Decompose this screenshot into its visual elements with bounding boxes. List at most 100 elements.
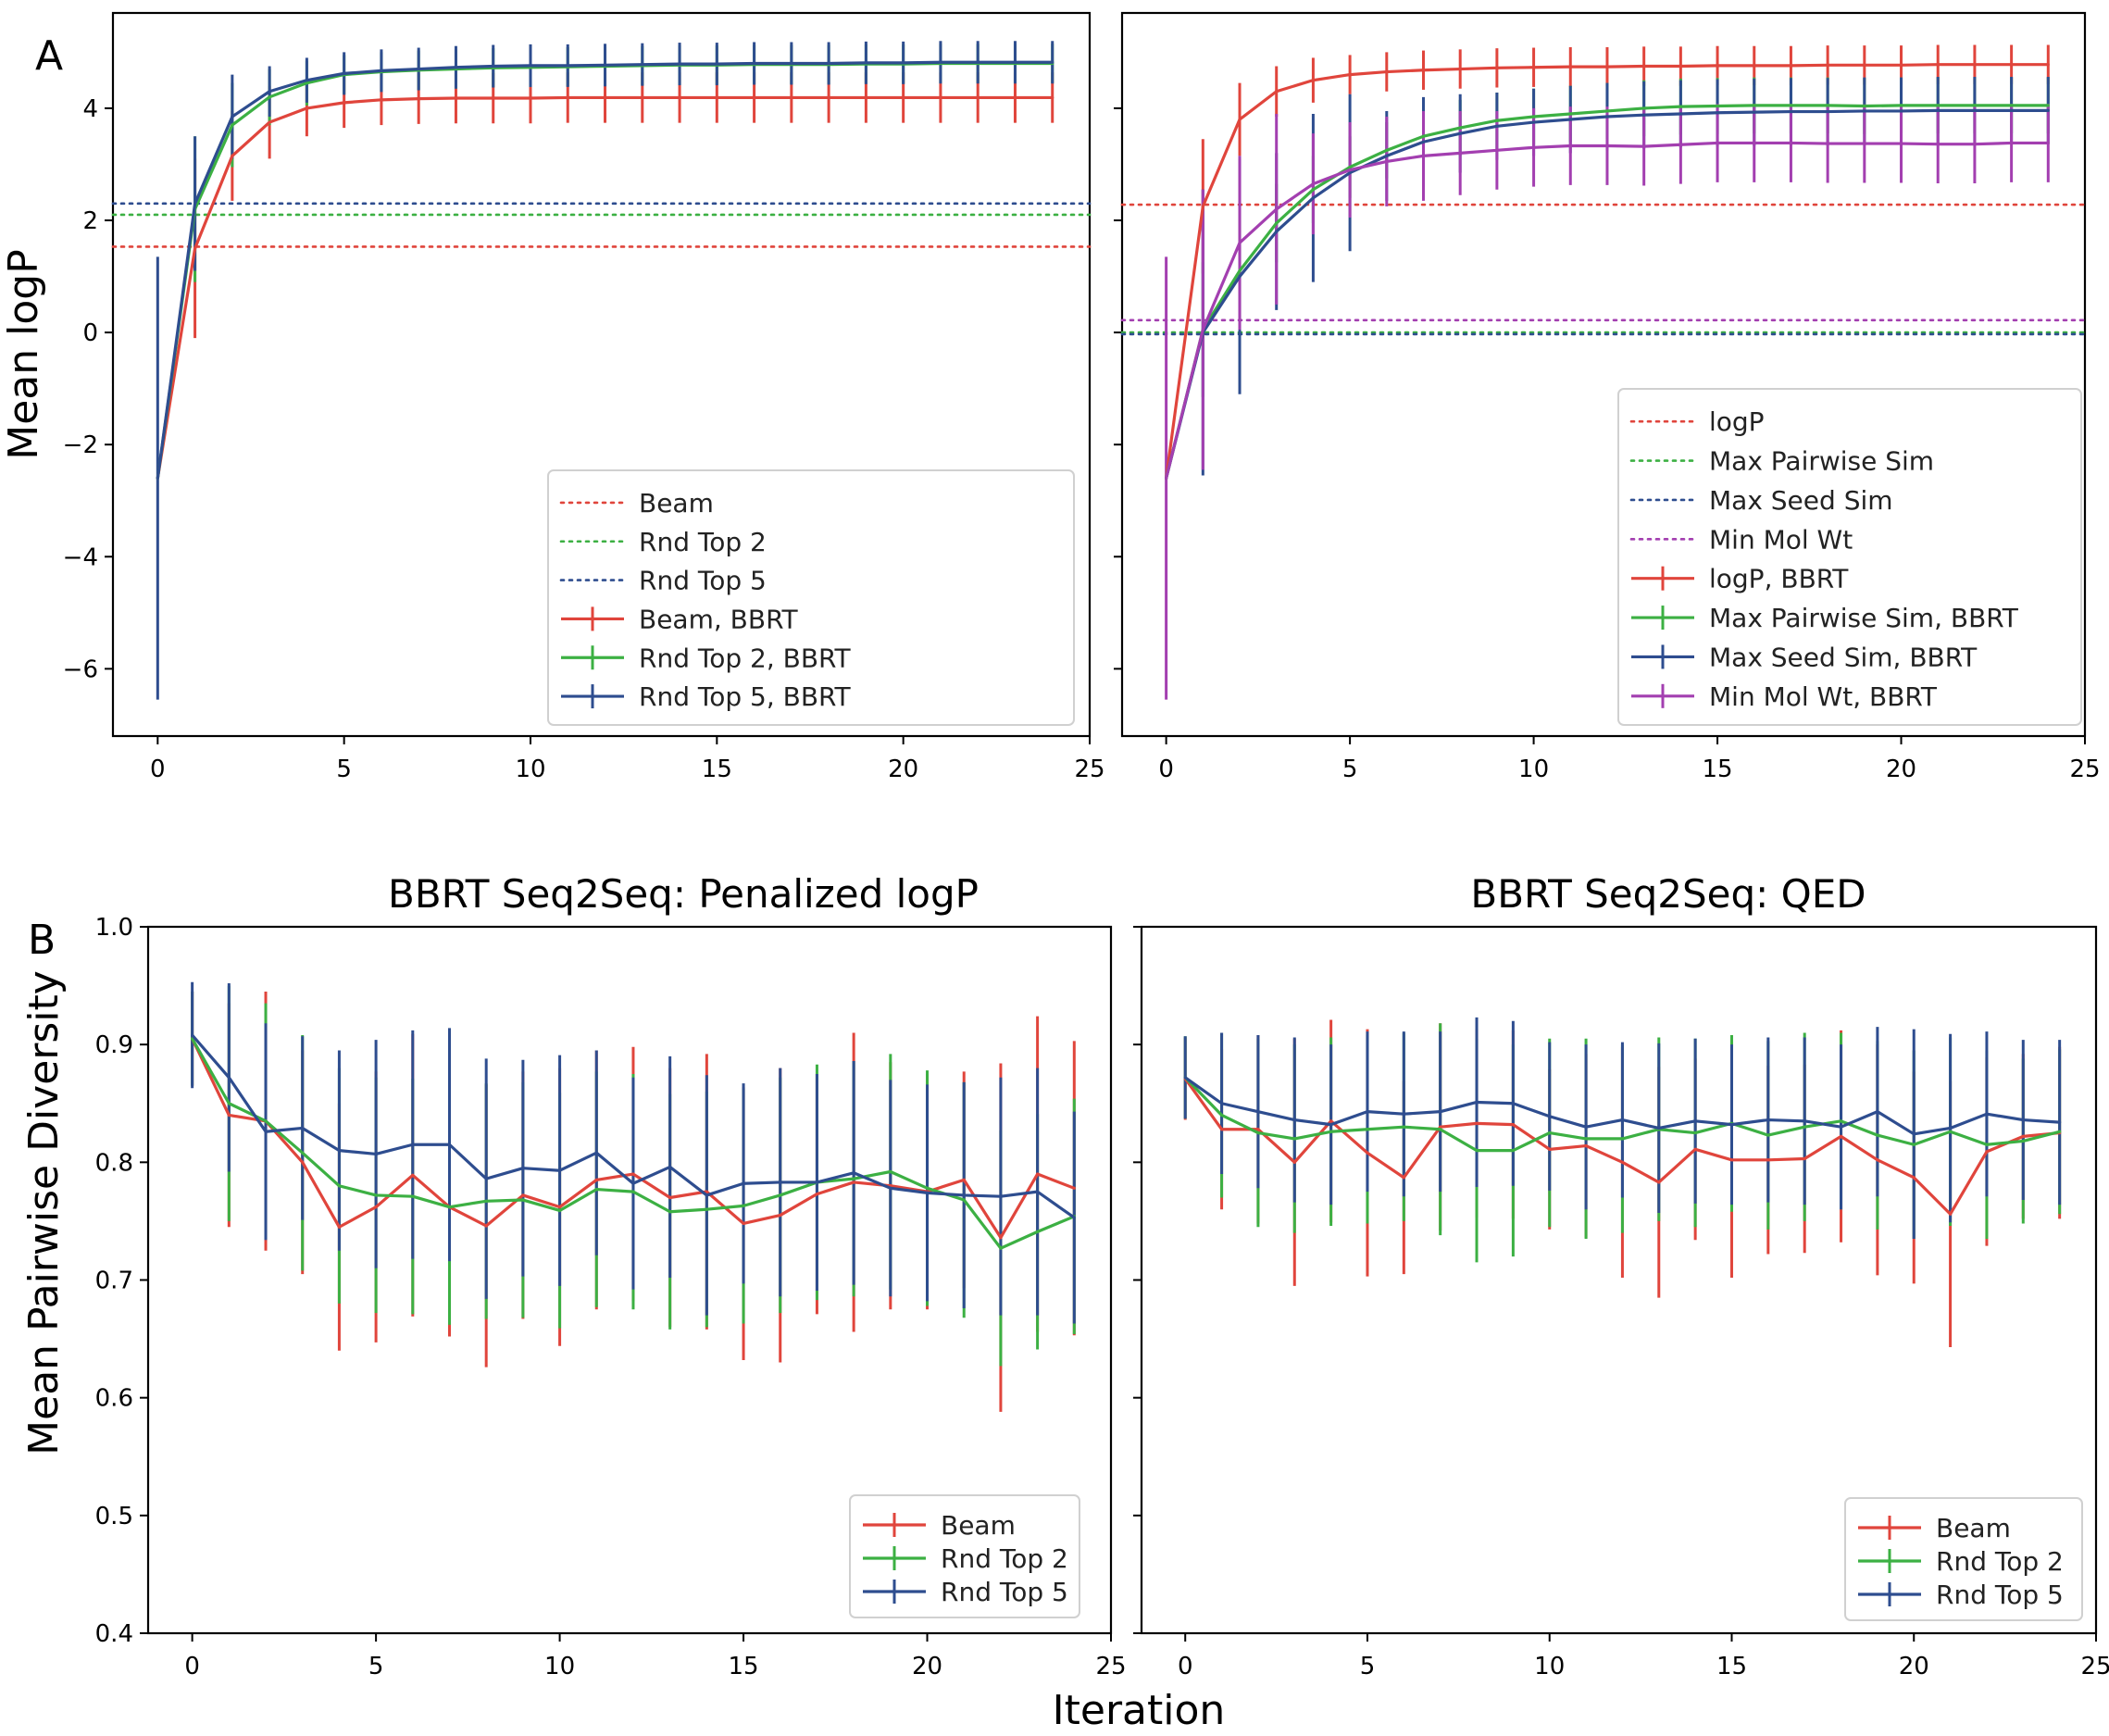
data-point [1985,1143,1989,1146]
data-point [411,1173,415,1177]
axes-frame [111,11,1092,738]
x-tick-label: 0 [184,1653,200,1680]
data-point [1275,230,1279,233]
data-point [1657,1126,1661,1130]
data-point [1839,1119,1843,1123]
data-point [566,64,569,68]
data-point [1948,1130,1953,1133]
x-tick-label: 10 [1518,756,1549,783]
data-point [1531,120,1536,124]
data-point [1292,1118,1296,1122]
data-point [641,95,644,100]
data-point [417,67,420,71]
data-point [557,1208,562,1213]
data-point [1348,168,1352,172]
legend-label: Max Pairwise Sim, BBRT [1709,603,2019,633]
data-point [191,1033,194,1037]
data-point [1766,1133,1770,1137]
x-axis-title: Iteration [1053,1687,1226,1734]
data-point [715,62,718,66]
data-point [231,154,234,157]
x-tick-label: 15 [1716,1653,1747,1680]
data-point [999,1246,1003,1250]
data-point [1973,104,1977,107]
data-point [742,1221,745,1226]
data-point [227,1113,231,1118]
chart-title-qed: BBRT Seq2Seq: QED [1470,871,1866,917]
legend-label: Rnd Top 5, BBRT [639,681,851,712]
data-point [374,1193,378,1197]
data-point [1568,144,1572,148]
data-point [301,1151,305,1155]
data-point [305,79,308,82]
data-point [1439,1125,1442,1129]
data-point [337,1149,342,1153]
data-point [1511,1102,1515,1105]
data-point [1036,1172,1040,1176]
x-tick-label: 10 [515,756,545,783]
data-point [1421,154,1426,157]
data-point [2021,1134,2025,1138]
data-point [1402,1112,1405,1116]
legend-label: Beam [941,1510,1016,1541]
data-point [1899,109,1903,113]
x-tick-label: 0 [1178,1653,1193,1680]
data-point [1678,143,1682,146]
data-point [156,476,159,481]
data-point [1948,1126,1953,1130]
data-point [1863,63,1866,67]
data-point [815,1193,819,1196]
y-axis-title-bottom: Mean Pairwise Diversity [20,970,68,1455]
x-tick-label: 15 [1703,756,1733,783]
data-point [1936,104,1940,107]
series-line [156,61,1053,479]
data-point [1839,1134,1843,1138]
data-point [417,97,420,101]
data-point [1826,109,1829,114]
data-point [2058,1120,2062,1124]
data-point [1238,118,1242,121]
data-point [227,1076,231,1080]
data-point [1366,1110,1369,1114]
panel-label-b: B [28,917,56,964]
data-point [1899,142,1903,145]
y-tick-label: 4 [82,95,98,123]
data-point [1605,109,1609,113]
data-point [1973,143,1977,146]
x-tick-label: 25 [1095,1653,1126,1680]
legend-label: Min Mol Wt, BBRT [1709,681,1938,712]
data-point [1642,64,1646,69]
data-point [1348,165,1352,169]
data-point [1421,140,1426,144]
x-tick-label: 20 [888,756,918,783]
data-point [529,64,532,68]
y-tick-label: 0.5 [95,1503,133,1530]
data-point [1329,1123,1333,1127]
data-point [1863,104,1866,108]
data-point [380,69,383,72]
data-point [668,1165,672,1169]
data-point [976,95,980,100]
chart-a-right: 0 5 10 15 20 25 logP Max Pairwise Sim Max Seed S… [1114,11,2101,783]
data-point [484,1199,488,1203]
data-point [2046,104,2050,107]
data-point [1402,1176,1405,1180]
data-point [1876,1158,1879,1162]
data-point [231,123,234,127]
data-point [742,1204,745,1207]
x-tick-label: 10 [544,1653,575,1680]
y-tick-label: 0.4 [95,1620,133,1648]
data-point [264,1119,268,1123]
data-point [1238,274,1242,279]
data-point [1729,1158,1734,1162]
data-point [827,61,830,66]
data-point [1036,1230,1040,1233]
data-point [1292,1160,1296,1164]
data-point [1766,1118,1770,1122]
data-point [1366,1151,1369,1155]
x-tick-label: 20 [1899,1653,1929,1680]
data-point [999,1194,1003,1198]
x-tick-label: 15 [729,1653,759,1680]
